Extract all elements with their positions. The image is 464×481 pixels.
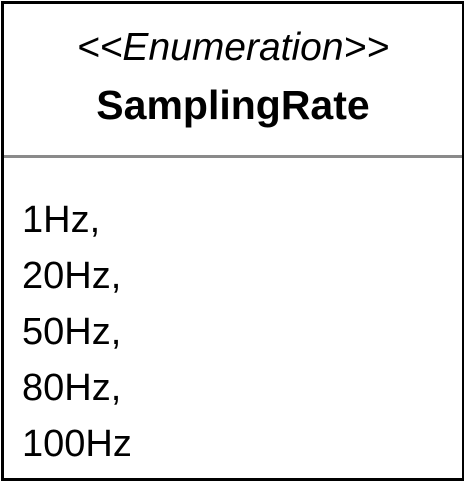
literal-item: 20Hz, [22, 255, 122, 297]
literal-item: 50Hz, [22, 311, 122, 353]
literal-item: 1Hz, [22, 199, 101, 241]
enumeration-header: <<Enumeration>> SamplingRate [4, 4, 462, 155]
enumeration-name: SamplingRate [96, 82, 370, 128]
literal-item: 80Hz, [22, 367, 122, 409]
stereotype-label: <<Enumeration>> [76, 26, 390, 69]
compartment-divider [4, 155, 462, 158]
literal-list: 1Hz, 20Hz, 50Hz, 80Hz, 100Hz [22, 192, 132, 472]
literal-item: 100Hz [22, 423, 132, 465]
